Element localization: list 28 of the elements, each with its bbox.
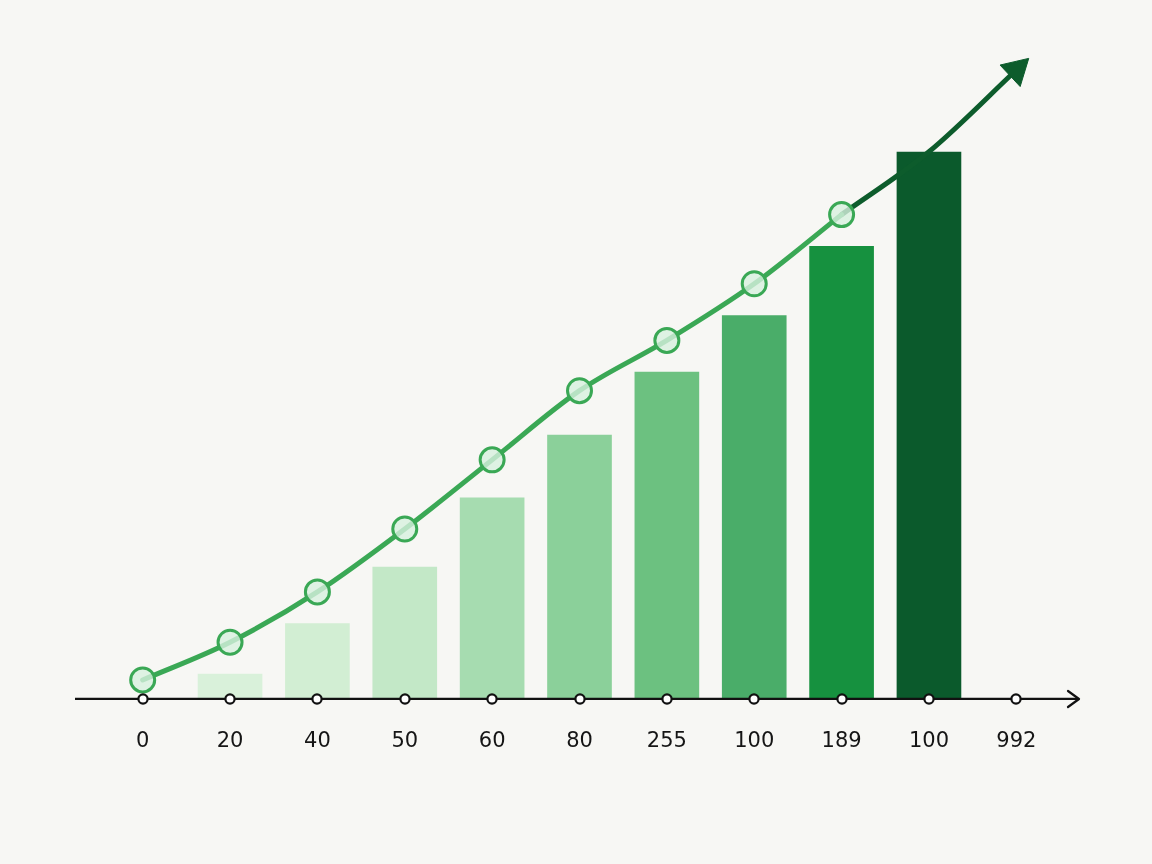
x-tick-label: 100 — [734, 727, 775, 752]
bar — [547, 434, 612, 699]
point — [391, 515, 419, 543]
x-tick-label: 255 — [646, 727, 687, 752]
bar — [197, 673, 263, 699]
point — [478, 446, 506, 474]
point — [653, 326, 681, 354]
point — [828, 201, 856, 229]
point — [740, 270, 768, 298]
bar — [372, 566, 438, 699]
bar — [809, 246, 874, 699]
x-tick-label: 20 — [216, 727, 244, 752]
x-tick-label: 189 — [821, 727, 862, 752]
x-tick-label: 80 — [566, 727, 593, 752]
point — [566, 377, 593, 405]
x-tick-label: 60 — [478, 727, 506, 752]
point — [129, 666, 157, 694]
bar — [721, 315, 787, 699]
point — [303, 578, 331, 606]
bar — [634, 371, 700, 699]
point — [216, 628, 244, 656]
x-tick-label: 100 — [908, 727, 949, 752]
x-tick-label: 50 — [391, 727, 419, 752]
x-tick-label: 40 — [304, 727, 331, 752]
bar — [285, 623, 350, 699]
x-tick-label: 992 — [996, 727, 1037, 752]
x-tick-label: 0 — [135, 727, 150, 752]
bar — [459, 497, 525, 699]
